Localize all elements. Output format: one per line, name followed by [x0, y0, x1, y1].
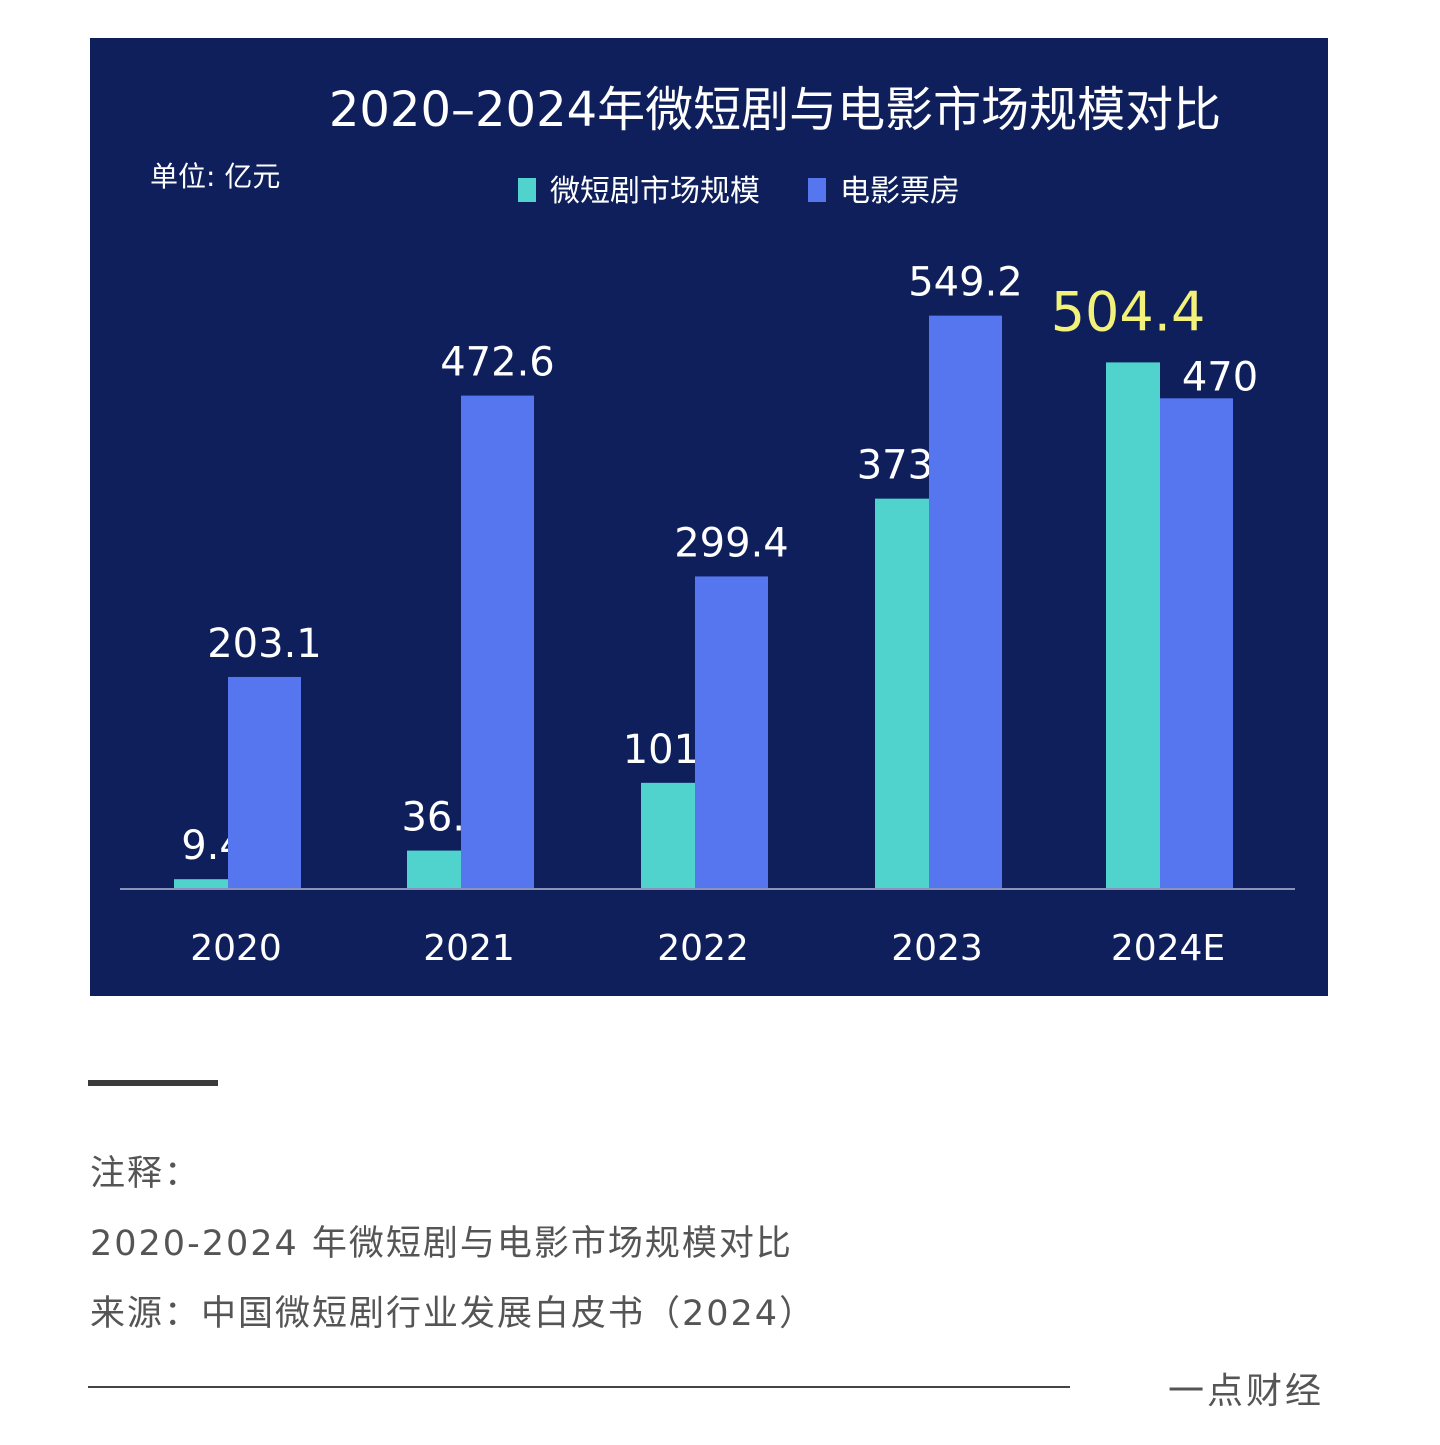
bar-box-office: [695, 576, 768, 889]
x-tick-label: 2022: [657, 928, 749, 969]
footer-rule: [88, 1386, 1070, 1388]
data-label: 504.4: [1051, 280, 1206, 343]
chart-title: 2020–2024年微短剧与电影市场规模对比: [329, 82, 1221, 138]
x-tick-label: 2020: [190, 928, 282, 969]
legend-label-1: 电影票房: [840, 174, 960, 209]
x-tick-label: 2024E: [1111, 928, 1225, 969]
data-label: 203.1: [207, 621, 322, 667]
data-label: 470: [1182, 354, 1258, 400]
bar-chart: 2020–2024年微短剧与电影市场规模对比 单位: 亿元 微短剧市场规模 电影票…: [120, 82, 1295, 969]
bar-box-office: [461, 395, 534, 889]
bar-micro-drama: [875, 498, 929, 889]
divider: [88, 1080, 218, 1086]
data-label: 549.2: [908, 260, 1023, 306]
bar-micro-drama: [174, 879, 228, 889]
legend-label-0: 微短剧市场规模: [550, 174, 760, 209]
notes-label: 注释：: [90, 1154, 202, 1194]
x-tick-label: 2023: [891, 928, 983, 969]
data-label: 472.6: [440, 340, 555, 386]
bar-micro-drama: [641, 782, 695, 889]
bar-micro-drama: [407, 850, 461, 889]
bar-box-office: [1160, 398, 1233, 889]
notes-source: 来源：中国微短剧行业发展白皮书（2024）: [90, 1294, 817, 1334]
bar-box-office: [929, 315, 1002, 889]
unit-label: 单位: 亿元: [150, 160, 280, 193]
x-tick-label: 2021: [423, 928, 515, 969]
brand-name: 一点财经: [1167, 1371, 1324, 1412]
chart-panel: 2020–2024年微短剧与电影市场规模对比 单位: 亿元 微短剧市场规模 电影票…: [90, 38, 1328, 996]
data-label: 299.4: [674, 520, 789, 566]
bar-micro-drama: [1106, 362, 1160, 890]
legend: 微短剧市场规模 电影票房: [518, 174, 960, 209]
notes-caption: 2020-2024 年微短剧与电影市场规模对比: [90, 1224, 793, 1264]
legend-swatch-1: [808, 178, 826, 202]
legend-swatch-0: [518, 178, 536, 202]
bar-box-office: [228, 676, 301, 889]
